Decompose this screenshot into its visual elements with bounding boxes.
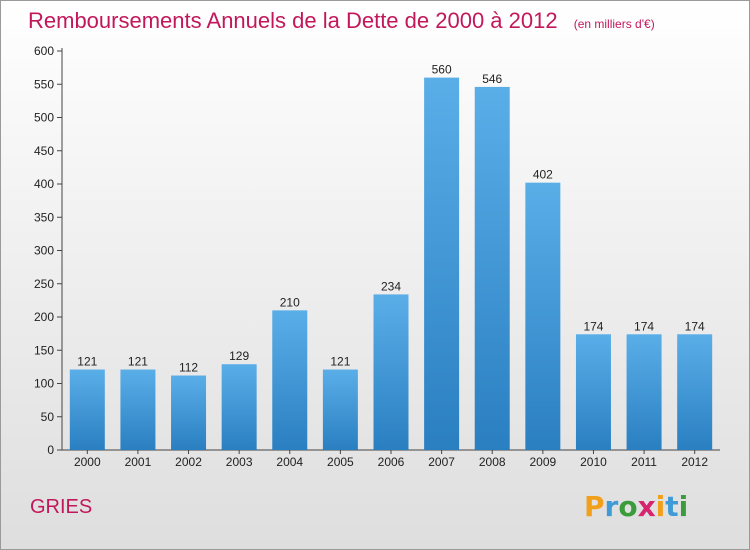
x-tick-label: 2003 xyxy=(226,455,253,469)
bar-value-label: 174 xyxy=(685,319,705,333)
bar xyxy=(272,310,308,450)
bar xyxy=(221,364,257,450)
bar-value-label: 234 xyxy=(381,279,401,293)
x-tick-label: 2002 xyxy=(175,455,202,469)
bar-value-label: 174 xyxy=(634,319,654,333)
x-tick-label: 2010 xyxy=(580,455,607,469)
bar-value-label: 121 xyxy=(330,355,350,369)
bar xyxy=(626,334,662,450)
y-tick-label: 150 xyxy=(34,343,54,357)
y-tick-label: 550 xyxy=(34,77,54,91)
chart-title: Remboursements Annuels de la Dette de 20… xyxy=(28,8,655,34)
y-tick-label: 200 xyxy=(34,310,54,324)
x-tick-label: 2000 xyxy=(74,455,101,469)
proxiti-logo: Proxiti xyxy=(584,490,688,523)
x-tick-label: 2004 xyxy=(276,455,303,469)
title-text: Remboursements Annuels de la Dette de 20… xyxy=(28,8,558,33)
logo-letter: r xyxy=(604,490,619,523)
bar xyxy=(69,369,105,450)
bar xyxy=(424,77,460,450)
logo-letter: o xyxy=(618,490,638,523)
x-tick-label: 2012 xyxy=(681,455,708,469)
bar-value-label: 121 xyxy=(77,355,97,369)
y-tick-label: 50 xyxy=(41,410,55,424)
y-tick-label: 450 xyxy=(34,144,54,158)
y-tick-label: 100 xyxy=(34,377,54,391)
bar xyxy=(525,182,561,451)
bar-value-label: 402 xyxy=(533,168,553,182)
x-tick-label: 2006 xyxy=(378,455,405,469)
logo-letter: P xyxy=(584,490,605,523)
bar xyxy=(120,369,156,450)
y-tick-label: 400 xyxy=(34,177,54,191)
x-tick-label: 2008 xyxy=(479,455,506,469)
y-tick-label: 350 xyxy=(34,210,54,224)
unit-text: (en milliers d'€) xyxy=(573,17,655,31)
logo-letter: i xyxy=(678,490,689,523)
y-tick-label: 0 xyxy=(47,443,54,457)
bar-value-label: 112 xyxy=(179,361,198,375)
logo-letter: t xyxy=(665,490,679,523)
bar xyxy=(575,334,611,450)
x-tick-label: 2001 xyxy=(125,455,152,469)
x-tick-label: 2005 xyxy=(327,455,354,469)
bar xyxy=(171,375,207,450)
bar xyxy=(322,369,358,450)
y-tick-label: 300 xyxy=(34,244,54,258)
y-tick-label: 500 xyxy=(34,111,54,125)
commune-name: GRIES xyxy=(30,496,93,518)
bar-value-label: 546 xyxy=(482,72,502,86)
logo-letter: i xyxy=(655,490,666,523)
y-tick-label: 250 xyxy=(34,277,54,291)
bar-value-label: 129 xyxy=(229,349,249,363)
x-tick-label: 2007 xyxy=(428,455,455,469)
bar-value-label: 560 xyxy=(432,63,452,77)
x-tick-label: 2011 xyxy=(631,455,657,469)
bar xyxy=(474,86,510,450)
x-tick-label: 2009 xyxy=(529,455,556,469)
y-tick-label: 600 xyxy=(34,44,54,58)
bar-value-label: 210 xyxy=(280,295,300,309)
bar-value-label: 174 xyxy=(583,319,603,333)
bar xyxy=(677,334,713,450)
bar xyxy=(373,294,409,450)
bar-value-label: 121 xyxy=(128,355,148,369)
logo-letter: x xyxy=(637,490,656,523)
